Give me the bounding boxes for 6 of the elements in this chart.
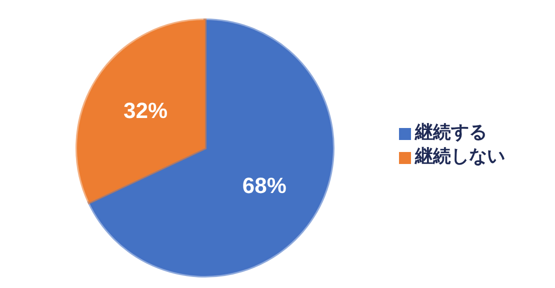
legend-label: 継続する [415,122,487,143]
data-label: 32% [124,98,168,123]
pie-slice [76,18,206,204]
data-label: 68% [242,173,286,198]
legend-label: 継続しない [415,146,505,167]
pie-slice [88,18,334,278]
